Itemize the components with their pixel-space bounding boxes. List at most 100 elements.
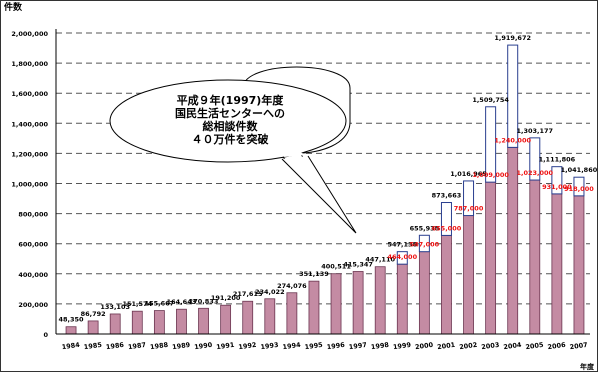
x-tick-label: 1986 (105, 341, 125, 352)
bar-outline (463, 180, 475, 217)
x-tick-label: 2004 (503, 341, 523, 352)
bar (352, 271, 364, 335)
bar (87, 320, 99, 335)
y-tick-label: 2,000,000 (11, 30, 48, 38)
data-label: 1,303,177 (516, 127, 553, 135)
x-tick-label: 1985 (83, 341, 103, 352)
bar (286, 292, 298, 335)
red-data-label: 1,240,000 (494, 136, 531, 144)
x-tick-label: 2000 (415, 341, 435, 352)
bar (441, 235, 452, 335)
bar (264, 298, 276, 335)
y-tick-label: 200,000 (18, 301, 48, 309)
bar (529, 179, 541, 335)
bar-outline (573, 176, 585, 197)
data-label: 234,022 (255, 288, 285, 296)
bar (418, 251, 430, 335)
callout-annotation: 平成９年(1997)年度 国民生活センターへの 総相談件数 ４０万件を突破 (109, 66, 357, 234)
bar (330, 273, 342, 335)
data-label: 191,200 (211, 294, 241, 302)
red-data-label: 1,009,000 (472, 171, 509, 179)
x-tick-label: 1997 (348, 341, 367, 351)
callout-line-2: 国民生活センターへの (175, 106, 285, 120)
callout-line-4: ４０万件を突破 (192, 132, 269, 146)
red-data-label: 547,000 (410, 241, 440, 249)
y-unit-label: 件数 (4, 1, 23, 13)
bar (551, 193, 563, 335)
x-tick-label: 1987 (127, 341, 146, 351)
data-label: 1,016,965 (450, 170, 487, 178)
callout-tail (281, 155, 357, 234)
red-data-label: 787,000 (454, 205, 484, 213)
bar (308, 280, 320, 335)
x-axis: 1984 1985 1986 1987 1988 1989 1990 1991 1992 1993… (56, 333, 590, 352)
red-data-label: 464,000 (387, 253, 417, 261)
data-label: 400,511 (321, 263, 351, 271)
data-label: 547,138 (387, 241, 417, 249)
y-tick-label: 0 (43, 331, 48, 339)
callout-tail-cover (284, 152, 306, 157)
data-label: 86,792 (81, 310, 106, 318)
x-tick-label: 1998 (370, 341, 390, 352)
data-label: 873,663 (432, 192, 462, 200)
bar (485, 181, 497, 335)
data-label: 170,833 (189, 297, 219, 305)
x-tick-label: 2005 (525, 341, 545, 352)
data-label: 151,574 (122, 300, 152, 308)
bar-outline (418, 234, 430, 253)
data-label: 155,667 (145, 300, 175, 308)
x-tick-label: 2007 (569, 341, 588, 351)
data-labels: 48,35086,792133,103151,574155,667164,643… (58, 34, 597, 324)
y-tick-label: 1,800,000 (11, 60, 48, 68)
x-tick-label: 1999 (392, 341, 412, 352)
x-tick-label: 2001 (437, 341, 457, 352)
bar (396, 263, 408, 335)
data-label: 1,919,672 (494, 34, 531, 42)
y-tick-label: 1,600,000 (11, 90, 48, 98)
bar (65, 326, 77, 335)
data-label: 415,347 (343, 260, 373, 268)
x-tick-label: 1989 (172, 341, 192, 352)
bar-outline (551, 166, 563, 195)
y-tick-label: 800,000 (18, 211, 48, 219)
x-tick-label: 2003 (481, 341, 500, 351)
data-label: 447,110 (365, 256, 395, 264)
bar-outline (507, 44, 519, 148)
x-tick-label: 1990 (194, 341, 214, 352)
red-data-label: 655,000 (432, 224, 462, 232)
grid-lines (56, 32, 590, 305)
bar-outline (485, 106, 497, 183)
bar (573, 195, 585, 335)
bar (463, 215, 474, 335)
y-tick-label: 1,400,000 (11, 120, 48, 128)
bar (242, 300, 254, 335)
bar-outline (529, 137, 541, 181)
y-axis: 0 200,000 400,000 600,000 800,000 1,000,000 1,… (11, 29, 57, 339)
red-data-label: 931,000 (542, 183, 572, 191)
x-tick-label: 1996 (326, 341, 346, 352)
data-label: 351,139 (299, 270, 329, 278)
x-tick-label: 1984 (61, 341, 81, 352)
bar-outline (440, 202, 452, 236)
bar (220, 304, 232, 335)
x-tick-label: 1992 (238, 341, 257, 351)
callout-ellipse (109, 79, 347, 163)
x-tick-label: 1988 (150, 341, 170, 352)
y-tick-label: 1,000,000 (11, 181, 48, 189)
red-data-label: 918,000 (564, 185, 594, 193)
y-tick-label: 400,000 (18, 271, 48, 279)
callout-line-3: 総相談件数 (203, 119, 259, 133)
bar (153, 310, 165, 335)
data-label: 1,041,860 (561, 166, 598, 174)
data-label: 274,076 (277, 282, 307, 290)
y-tick-label: 1,200,000 (11, 150, 48, 158)
callout-line-1: 平成９年(1997)年度 (177, 93, 285, 107)
y-tick-label: 600,000 (18, 241, 48, 249)
x-tick-label: 1994 (282, 341, 302, 352)
red-data-label: 1,023,000 (516, 169, 553, 177)
x-tick-label: 2006 (547, 341, 567, 352)
data-label: 164,643 (167, 298, 197, 306)
data-label: 48,350 (58, 316, 84, 324)
